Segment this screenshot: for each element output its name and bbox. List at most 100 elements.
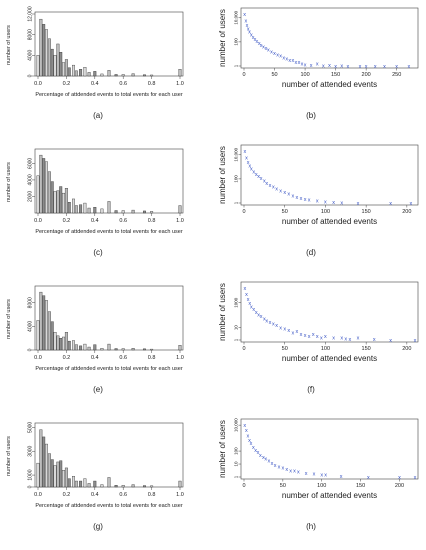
data-point: x bbox=[308, 198, 311, 204]
x-tick-label: 0 bbox=[242, 483, 245, 489]
data-point: x bbox=[250, 441, 253, 447]
histogram-bar bbox=[64, 467, 68, 488]
y-tick-label: 1 bbox=[234, 475, 239, 478]
data-point: x bbox=[410, 201, 413, 207]
histogram-bar bbox=[121, 348, 125, 351]
histogram-bar bbox=[150, 74, 154, 77]
data-point: x bbox=[288, 58, 291, 64]
histogram-bar bbox=[150, 485, 154, 488]
histogram-bar bbox=[42, 24, 46, 77]
y-tick-label: 8000 bbox=[28, 29, 34, 40]
x-tick-label: 0.8 bbox=[148, 492, 156, 498]
x-tick-label: 50 bbox=[271, 72, 277, 78]
data-point: x bbox=[414, 475, 417, 481]
data-point: x bbox=[395, 64, 398, 70]
histogram-bar bbox=[39, 291, 43, 351]
data-point: x bbox=[269, 183, 272, 189]
y-tick-label: 12,000 bbox=[28, 6, 34, 22]
histogram-bar bbox=[107, 343, 111, 351]
data-point: x bbox=[304, 333, 307, 339]
histogram-bar bbox=[131, 348, 135, 351]
x-axis-label: Percentage of attdended events to total … bbox=[35, 92, 183, 98]
histogram-bar bbox=[59, 460, 63, 488]
y-tick-label: 10,000 bbox=[234, 147, 239, 161]
histogram-bar bbox=[93, 480, 97, 488]
histogram-bar bbox=[39, 18, 43, 77]
subfigure-label-d: (d) bbox=[306, 248, 316, 257]
histogram-bar bbox=[143, 485, 146, 488]
x-tick-label: 200 bbox=[395, 483, 404, 489]
data-point: x bbox=[300, 196, 303, 202]
histogram-bar bbox=[36, 55, 40, 77]
x-tick-label: 0.0 bbox=[34, 81, 42, 87]
y-tick-label: 0 bbox=[28, 485, 34, 488]
histogram-bar bbox=[62, 192, 66, 214]
histogram-bar bbox=[42, 158, 46, 214]
data-point: x bbox=[310, 63, 313, 69]
data-point: x bbox=[324, 473, 327, 479]
x-tick-label: 0.8 bbox=[148, 355, 156, 361]
data-point: x bbox=[245, 155, 248, 161]
y-tick-label: 10,000 bbox=[234, 418, 239, 432]
data-point: x bbox=[291, 194, 294, 200]
data-point: x bbox=[257, 174, 260, 180]
data-point: x bbox=[267, 48, 270, 54]
y-tick-label: 3000 bbox=[28, 445, 34, 456]
histogram-bar bbox=[87, 483, 91, 488]
data-point: x bbox=[285, 57, 288, 63]
histogram-bar bbox=[39, 154, 43, 214]
y-tick-label: 10 bbox=[234, 325, 239, 331]
data-point: x bbox=[243, 423, 246, 429]
data-point: x bbox=[260, 314, 263, 320]
histogram-bar bbox=[50, 48, 54, 77]
data-point: x bbox=[383, 64, 386, 70]
histogram-bar bbox=[56, 190, 60, 214]
subfigure-label-e: (e) bbox=[93, 385, 103, 394]
histogram-bar bbox=[93, 344, 97, 351]
data-point: x bbox=[334, 64, 337, 70]
x-tick-label: 150 bbox=[362, 346, 371, 352]
data-point: x bbox=[408, 64, 411, 70]
histogram-bar bbox=[36, 462, 40, 488]
histogram-bar bbox=[45, 300, 48, 351]
data-point: x bbox=[320, 473, 323, 479]
data-point: x bbox=[258, 41, 261, 47]
data-point: x bbox=[346, 64, 349, 70]
y-tick-label: 1000 bbox=[234, 297, 239, 308]
x-tick-label: 1.0 bbox=[176, 492, 184, 498]
data-point: x bbox=[244, 18, 247, 24]
data-point: x bbox=[322, 63, 325, 69]
x-tick-label: 0.6 bbox=[119, 218, 127, 224]
histogram-bar bbox=[50, 459, 54, 488]
x-tick-label: 0.4 bbox=[91, 355, 99, 361]
histogram-bar bbox=[107, 477, 111, 488]
plot-frame bbox=[240, 144, 419, 206]
data-point: x bbox=[248, 438, 251, 444]
histogram-bar bbox=[100, 208, 104, 214]
data-point: x bbox=[301, 61, 304, 67]
y-tick-label: 1 bbox=[234, 64, 239, 67]
data-point: x bbox=[271, 461, 274, 467]
data-point: x bbox=[263, 317, 266, 323]
data-point: x bbox=[324, 334, 327, 340]
histogram-bar bbox=[121, 210, 125, 214]
histogram-bar bbox=[56, 335, 60, 351]
data-point: x bbox=[283, 190, 286, 196]
histogram-bar bbox=[93, 71, 97, 77]
y-tick-label: 10 bbox=[234, 461, 239, 467]
histogram-bar bbox=[62, 470, 66, 488]
histogram-bar bbox=[131, 73, 135, 77]
histogram-bar bbox=[143, 210, 146, 214]
histogram-bar bbox=[72, 476, 75, 488]
histogram-bar bbox=[178, 69, 182, 77]
x-tick-label: 200 bbox=[362, 72, 371, 78]
histogram-bar bbox=[87, 207, 91, 214]
data-point: x bbox=[257, 312, 260, 318]
plot-frame bbox=[240, 418, 419, 480]
histogram-bar bbox=[87, 72, 91, 77]
x-axis-label: number of attended events bbox=[282, 80, 377, 89]
x-tick-label: 0.4 bbox=[91, 218, 99, 224]
y-tick-label: 0 bbox=[28, 74, 34, 77]
